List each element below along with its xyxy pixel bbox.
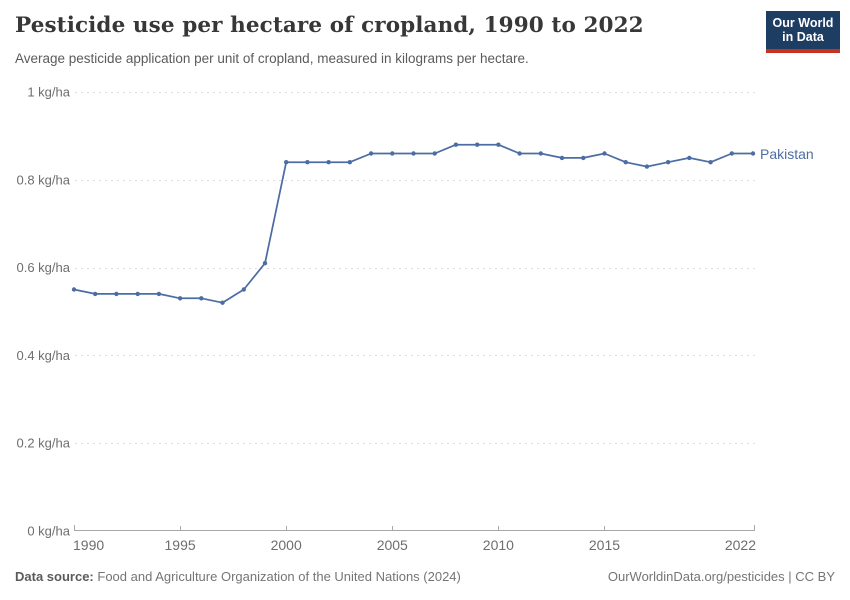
- data-source-text: Food and Agriculture Organization of the…: [97, 569, 461, 584]
- data-point-2006[interactable]: [411, 151, 416, 156]
- data-point-2014[interactable]: [581, 155, 586, 161]
- data-point-2012[interactable]: [538, 151, 543, 156]
- data-point-1996[interactable]: [199, 296, 204, 301]
- x-axis-tick-label: 2000: [271, 537, 302, 553]
- data-point-1991[interactable]: [93, 291, 98, 297]
- chart-footer: Data source: Food and Agriculture Organi…: [15, 569, 835, 584]
- x-axis-tick-label: 1990: [73, 537, 104, 553]
- logo-text-line1: Our World: [772, 16, 834, 30]
- data-point-2022[interactable]: [750, 151, 756, 156]
- chart-subtitle: Average pesticide application per unit o…: [15, 51, 529, 66]
- data-point-1995[interactable]: [177, 296, 183, 301]
- data-point-2021[interactable]: [729, 151, 734, 156]
- data-point-2009[interactable]: [475, 142, 480, 147]
- data-point-1999[interactable]: [262, 261, 268, 266]
- data-point-2008[interactable]: [453, 142, 459, 147]
- y-axis-tick-label: 0.8 kg/ha: [17, 172, 71, 187]
- data-point-1992[interactable]: [114, 291, 119, 297]
- data-point-2013[interactable]: [559, 155, 565, 161]
- data-point-2015[interactable]: [602, 151, 607, 156]
- data-point-1990[interactable]: [71, 287, 77, 292]
- data-point-1993[interactable]: [135, 291, 140, 297]
- data-point-2011[interactable]: [517, 151, 522, 156]
- data-point-2004[interactable]: [368, 151, 374, 156]
- series-label-pakistan[interactable]: Pakistan: [760, 146, 814, 162]
- data-point-2003[interactable]: [347, 160, 352, 165]
- y-axis-tick-label: 0.2 kg/ha: [17, 436, 71, 451]
- data-point-2016[interactable]: [623, 160, 628, 165]
- x-axis-tick-label: 2015: [589, 537, 620, 553]
- logo-text-line2: in Data: [782, 30, 824, 44]
- data-point-1998[interactable]: [241, 287, 246, 292]
- data-point-2007[interactable]: [432, 151, 437, 156]
- y-axis-tick-label: 0.6 kg/ha: [17, 260, 71, 275]
- y-axis-tick-label: 0.4 kg/ha: [17, 348, 71, 363]
- data-source-label: Data source:: [15, 569, 94, 584]
- y-axis-tick-label: 0 kg/ha: [27, 524, 70, 539]
- data-point-2010[interactable]: [496, 142, 501, 147]
- data-point-2005[interactable]: [390, 151, 395, 156]
- data-source: Data source: Food and Agriculture Organi…: [15, 569, 461, 584]
- x-axis-tick-label: 2005: [377, 537, 408, 553]
- page-title: Pesticide use per hectare of cropland, 1…: [15, 13, 644, 38]
- data-point-2018[interactable]: [665, 160, 671, 165]
- data-point-1994[interactable]: [156, 291, 162, 297]
- x-axis-tick-label: 2022: [725, 537, 756, 553]
- data-point-2019[interactable]: [687, 155, 692, 161]
- series-line-pakistan[interactable]: [73, 143, 754, 304]
- owid-logo[interactable]: Our World in Data: [766, 11, 840, 53]
- data-point-2002[interactable]: [326, 160, 331, 165]
- data-point-2017[interactable]: [644, 164, 650, 169]
- data-point-2001[interactable]: [305, 160, 310, 165]
- credit-link[interactable]: OurWorldinData.org/pesticides | CC BY: [607, 569, 835, 584]
- data-point-2020[interactable]: [708, 160, 713, 165]
- y-axis-tick-label: 1 kg/ha: [27, 85, 70, 100]
- x-axis-tick-label: 2010: [483, 537, 514, 553]
- data-point-1997[interactable]: [220, 300, 225, 305]
- data-point-2000[interactable]: [284, 160, 289, 165]
- x-axis-tick-label: 1995: [165, 537, 196, 553]
